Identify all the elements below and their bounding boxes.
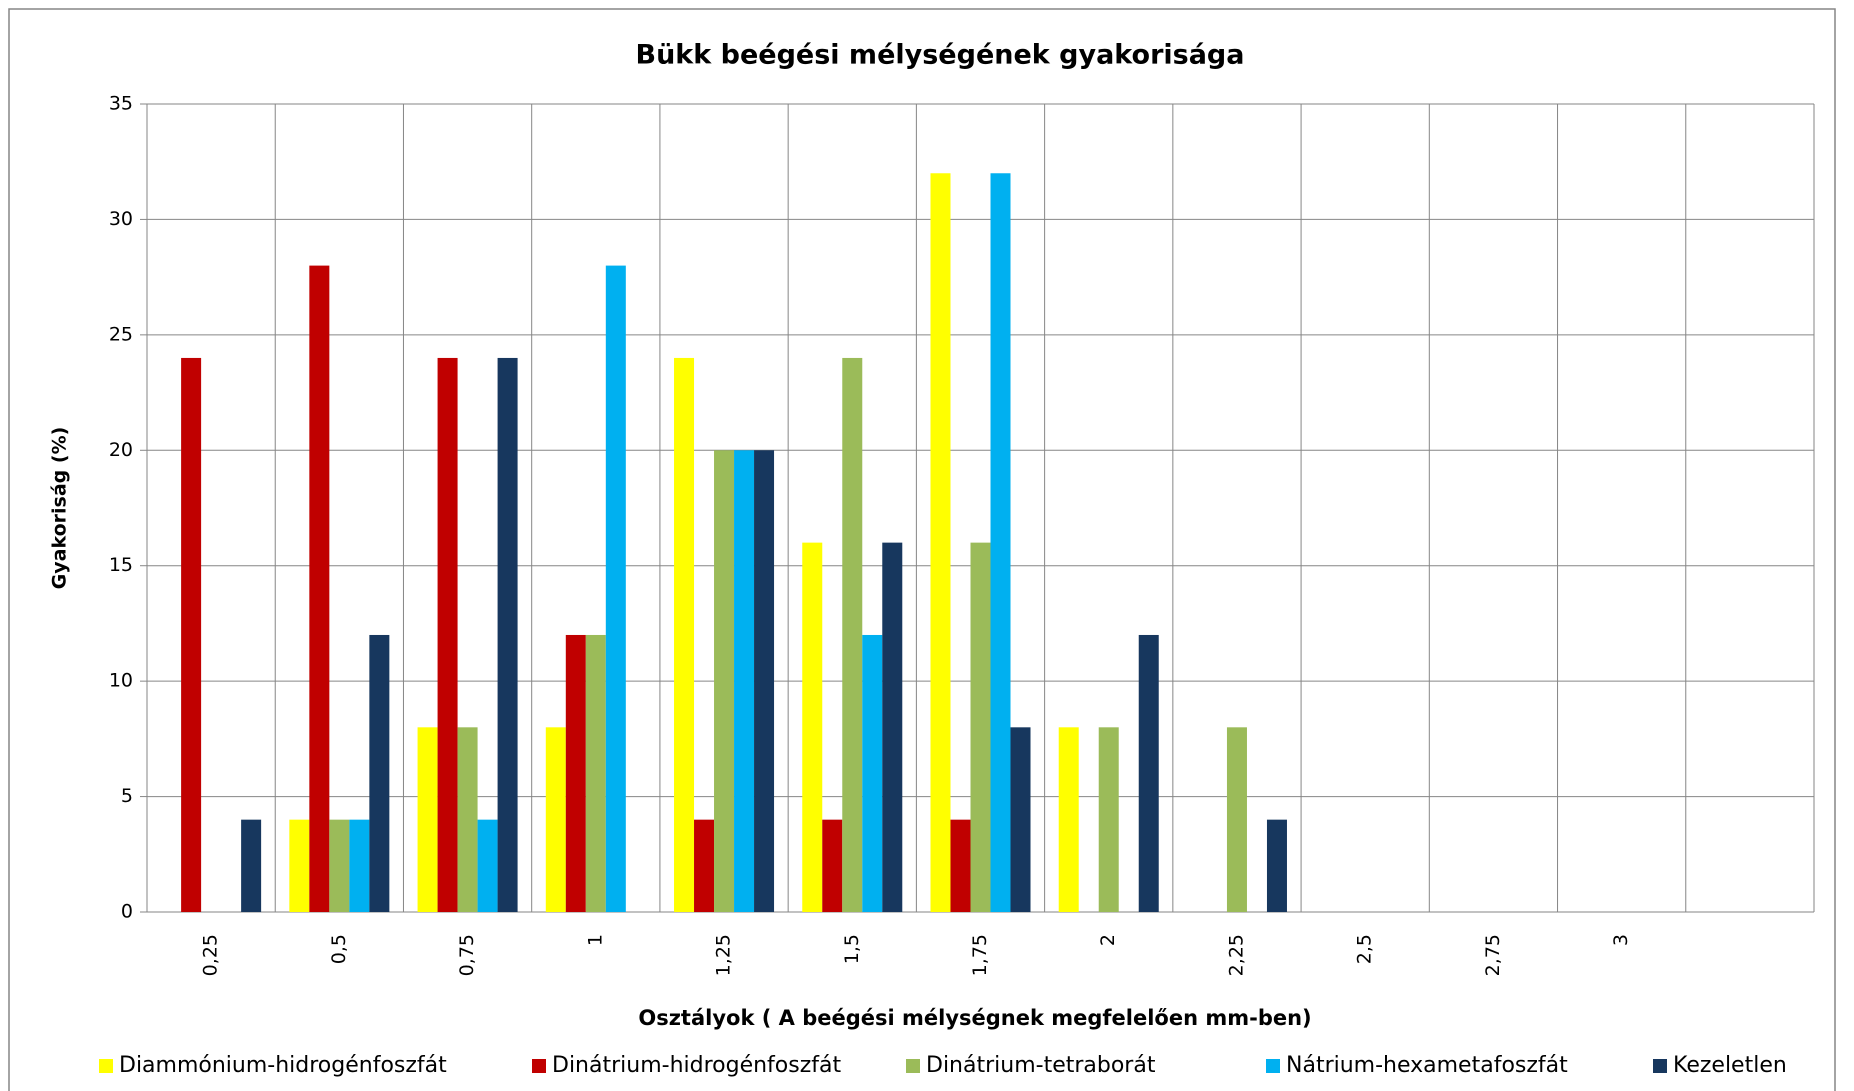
bar [970,542,991,912]
legend-swatch [906,1059,920,1073]
y-tick-label: 10 [109,670,133,692]
bar [1058,727,1079,912]
bar [862,634,883,912]
y-tick-label: 5 [121,785,133,807]
bar [714,450,735,912]
x-tick-label: 2,25 [1225,934,1247,976]
x-tick-label: 2,75 [1482,934,1504,976]
chart-border [8,8,1836,1091]
bar [545,727,566,912]
bar [457,727,478,912]
bar [477,819,498,912]
bar [990,173,1011,912]
x-tick-label: 3 [1610,934,1632,946]
bar [1138,634,1159,912]
bar [950,819,971,912]
bar [842,357,863,912]
chart-title: Bükk beégési mélységének gyakorisága [636,40,1245,71]
bar [754,450,775,912]
bar [1266,819,1287,912]
x-tick-label: 1,5 [841,934,863,964]
bar [437,357,458,912]
bar [181,357,202,912]
legend-swatch [1653,1059,1667,1073]
legend-swatch [1266,1059,1280,1073]
x-axis-title: Osztályok ( A beégési mélységnek megfele… [638,1006,1311,1030]
bar [1098,727,1119,912]
x-tick-label: 0,5 [328,934,350,964]
legend-label: Dinátrium-hidrogénfoszfát [552,1053,842,1078]
y-axis-title: Gyakoriság (%) [49,427,71,590]
bar [585,634,606,912]
bar [241,819,262,912]
bar [497,357,518,912]
bar [1010,727,1031,912]
legend-swatch [99,1059,113,1073]
x-tick-label: 1,75 [969,934,991,976]
legend-label: Kezeletlen [1673,1053,1787,1078]
x-tick-label: 2,5 [1354,934,1376,964]
bar [802,542,823,912]
bar [734,450,755,912]
bar [369,634,390,912]
bar [882,542,903,912]
bar [565,634,586,912]
legend-label: Diammónium-hidrogénfoszfát [119,1053,447,1078]
bar [349,819,370,912]
x-tick-label: 1 [584,934,606,946]
bar [1226,727,1247,912]
y-tick-label: 0 [121,901,133,923]
bar [822,819,843,912]
bar [329,819,350,912]
y-tick-label: 20 [109,439,133,461]
x-tick-label: 0,75 [456,934,478,976]
x-tick-label: 2 [1097,934,1119,946]
legend-label: Dinátrium-tetraborát [926,1053,1156,1078]
y-tick-label: 35 [109,93,133,115]
bar [417,727,438,912]
bar [674,357,695,912]
legend-label: Nátrium-hexametafoszfát [1286,1053,1568,1078]
bar [930,173,951,912]
x-tick-label: 0,25 [200,934,222,976]
y-tick-label: 25 [109,323,133,345]
bar [289,819,310,912]
x-tick-label: 1,25 [713,934,735,976]
y-tick-label: 15 [109,554,133,576]
legend-swatch [532,1059,546,1073]
bar [605,265,626,913]
y-tick-label: 30 [109,208,133,230]
bar [694,819,715,912]
bar [309,265,330,913]
